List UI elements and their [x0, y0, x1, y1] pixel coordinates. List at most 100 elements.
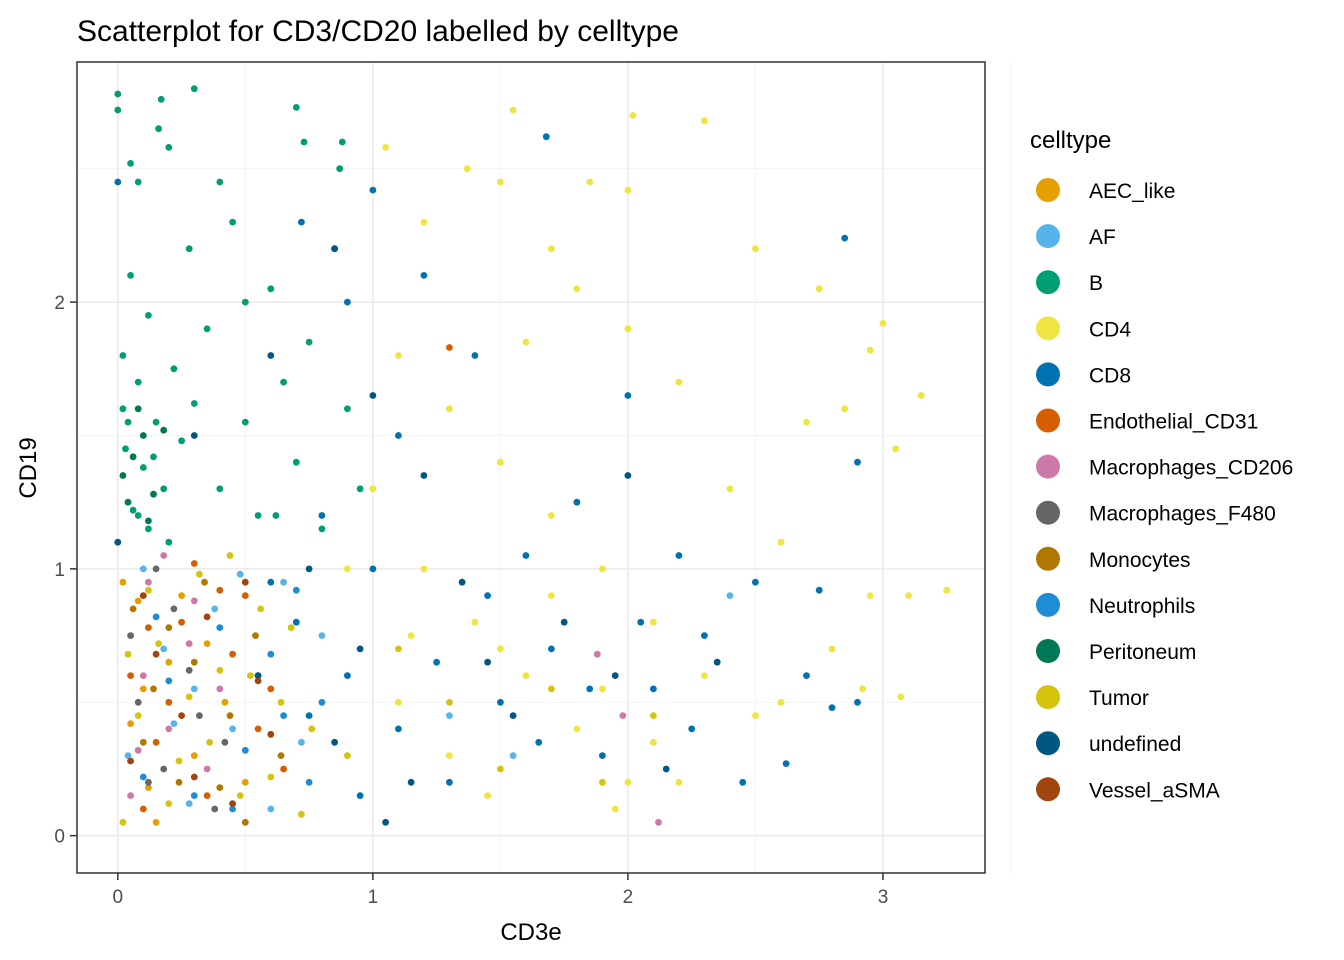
data-point	[124, 418, 132, 426]
data-point	[338, 138, 346, 146]
series-Peritoneum	[119, 405, 168, 525]
data-point	[280, 765, 287, 773]
legend-key	[1036, 685, 1060, 710]
data-point	[688, 725, 696, 733]
data-point	[446, 752, 453, 759]
data-point	[127, 632, 134, 639]
legend-label: undefined	[1089, 733, 1181, 756]
data-point	[395, 432, 402, 439]
data-point	[662, 765, 670, 773]
data-point	[190, 432, 198, 439]
data-point	[280, 378, 287, 386]
data-point	[892, 445, 900, 453]
data-point	[119, 818, 127, 826]
legend-key	[1036, 592, 1060, 617]
data-point	[185, 245, 193, 253]
data-point	[650, 618, 657, 626]
legend-key	[1036, 316, 1060, 341]
data-point	[573, 725, 581, 733]
data-point	[611, 805, 619, 813]
data-point	[190, 658, 198, 666]
y-axis: 0 1 2	[54, 293, 77, 848]
data-point	[318, 632, 326, 639]
data-point	[241, 818, 249, 826]
data-point	[241, 592, 249, 599]
data-point	[254, 725, 262, 733]
data-point	[150, 685, 157, 693]
data-point	[407, 632, 415, 639]
data-point	[866, 346, 874, 354]
data-point	[782, 760, 790, 767]
data-point	[114, 90, 122, 98]
data-point	[815, 285, 823, 293]
data-point	[190, 400, 198, 407]
data-point	[139, 464, 147, 471]
data-point	[344, 298, 351, 306]
data-point	[203, 640, 211, 647]
data-point	[145, 778, 152, 786]
data-point	[267, 650, 275, 658]
data-point	[145, 586, 152, 594]
data-point	[318, 512, 326, 519]
data-point	[152, 650, 160, 658]
data-point	[145, 578, 152, 586]
data-point	[216, 586, 224, 594]
data-point	[650, 738, 657, 746]
data-point	[165, 725, 173, 733]
data-point	[619, 712, 627, 719]
data-point	[433, 658, 440, 666]
data-point	[241, 746, 249, 754]
data-point	[190, 792, 198, 799]
data-point	[124, 752, 132, 759]
legend-label: Macrophages_CD206	[1089, 457, 1293, 480]
data-point	[160, 765, 168, 773]
x-tick-label: 3	[878, 887, 889, 908]
data-point	[267, 578, 275, 586]
data-point	[815, 586, 823, 594]
series-Vessel_aSMA	[127, 578, 275, 807]
points-layer	[114, 85, 951, 826]
data-point	[267, 773, 275, 781]
data-point	[139, 432, 147, 439]
legend-key	[1036, 270, 1060, 295]
y-axis-title: CD19	[15, 437, 42, 498]
plot-panel	[76, 61, 1011, 874]
data-point	[190, 85, 198, 93]
data-point	[236, 570, 244, 578]
data-point	[522, 338, 530, 346]
data-point	[280, 578, 287, 586]
data-point	[292, 586, 300, 594]
data-point	[777, 538, 785, 546]
data-point	[395, 645, 402, 653]
data-point	[420, 472, 428, 479]
data-point	[252, 632, 259, 639]
data-point	[446, 778, 453, 786]
data-point	[152, 738, 160, 746]
data-point	[127, 792, 134, 799]
data-point	[124, 650, 132, 658]
series-AF	[124, 565, 734, 813]
data-point	[463, 165, 471, 173]
data-point	[629, 112, 637, 119]
data-point	[170, 365, 178, 373]
data-point	[139, 773, 147, 781]
data-point	[420, 565, 428, 573]
data-point	[777, 698, 785, 706]
grid-minor	[77, 62, 1011, 873]
data-point	[134, 378, 142, 386]
data-point	[897, 693, 905, 701]
data-point	[229, 800, 237, 807]
y-tick-label: 0	[54, 827, 65, 848]
data-point	[509, 752, 517, 759]
legend-label: Peritoneum	[1089, 641, 1196, 664]
data-point	[471, 352, 479, 359]
data-point	[206, 738, 214, 746]
data-point	[548, 645, 555, 653]
data-point	[879, 320, 887, 327]
data-point	[446, 344, 453, 351]
legend-key	[1036, 454, 1060, 479]
series-Endothelial_CD31	[127, 344, 453, 813]
data-point	[196, 570, 203, 578]
series-Monocytes	[129, 578, 285, 826]
data-point	[599, 565, 606, 573]
